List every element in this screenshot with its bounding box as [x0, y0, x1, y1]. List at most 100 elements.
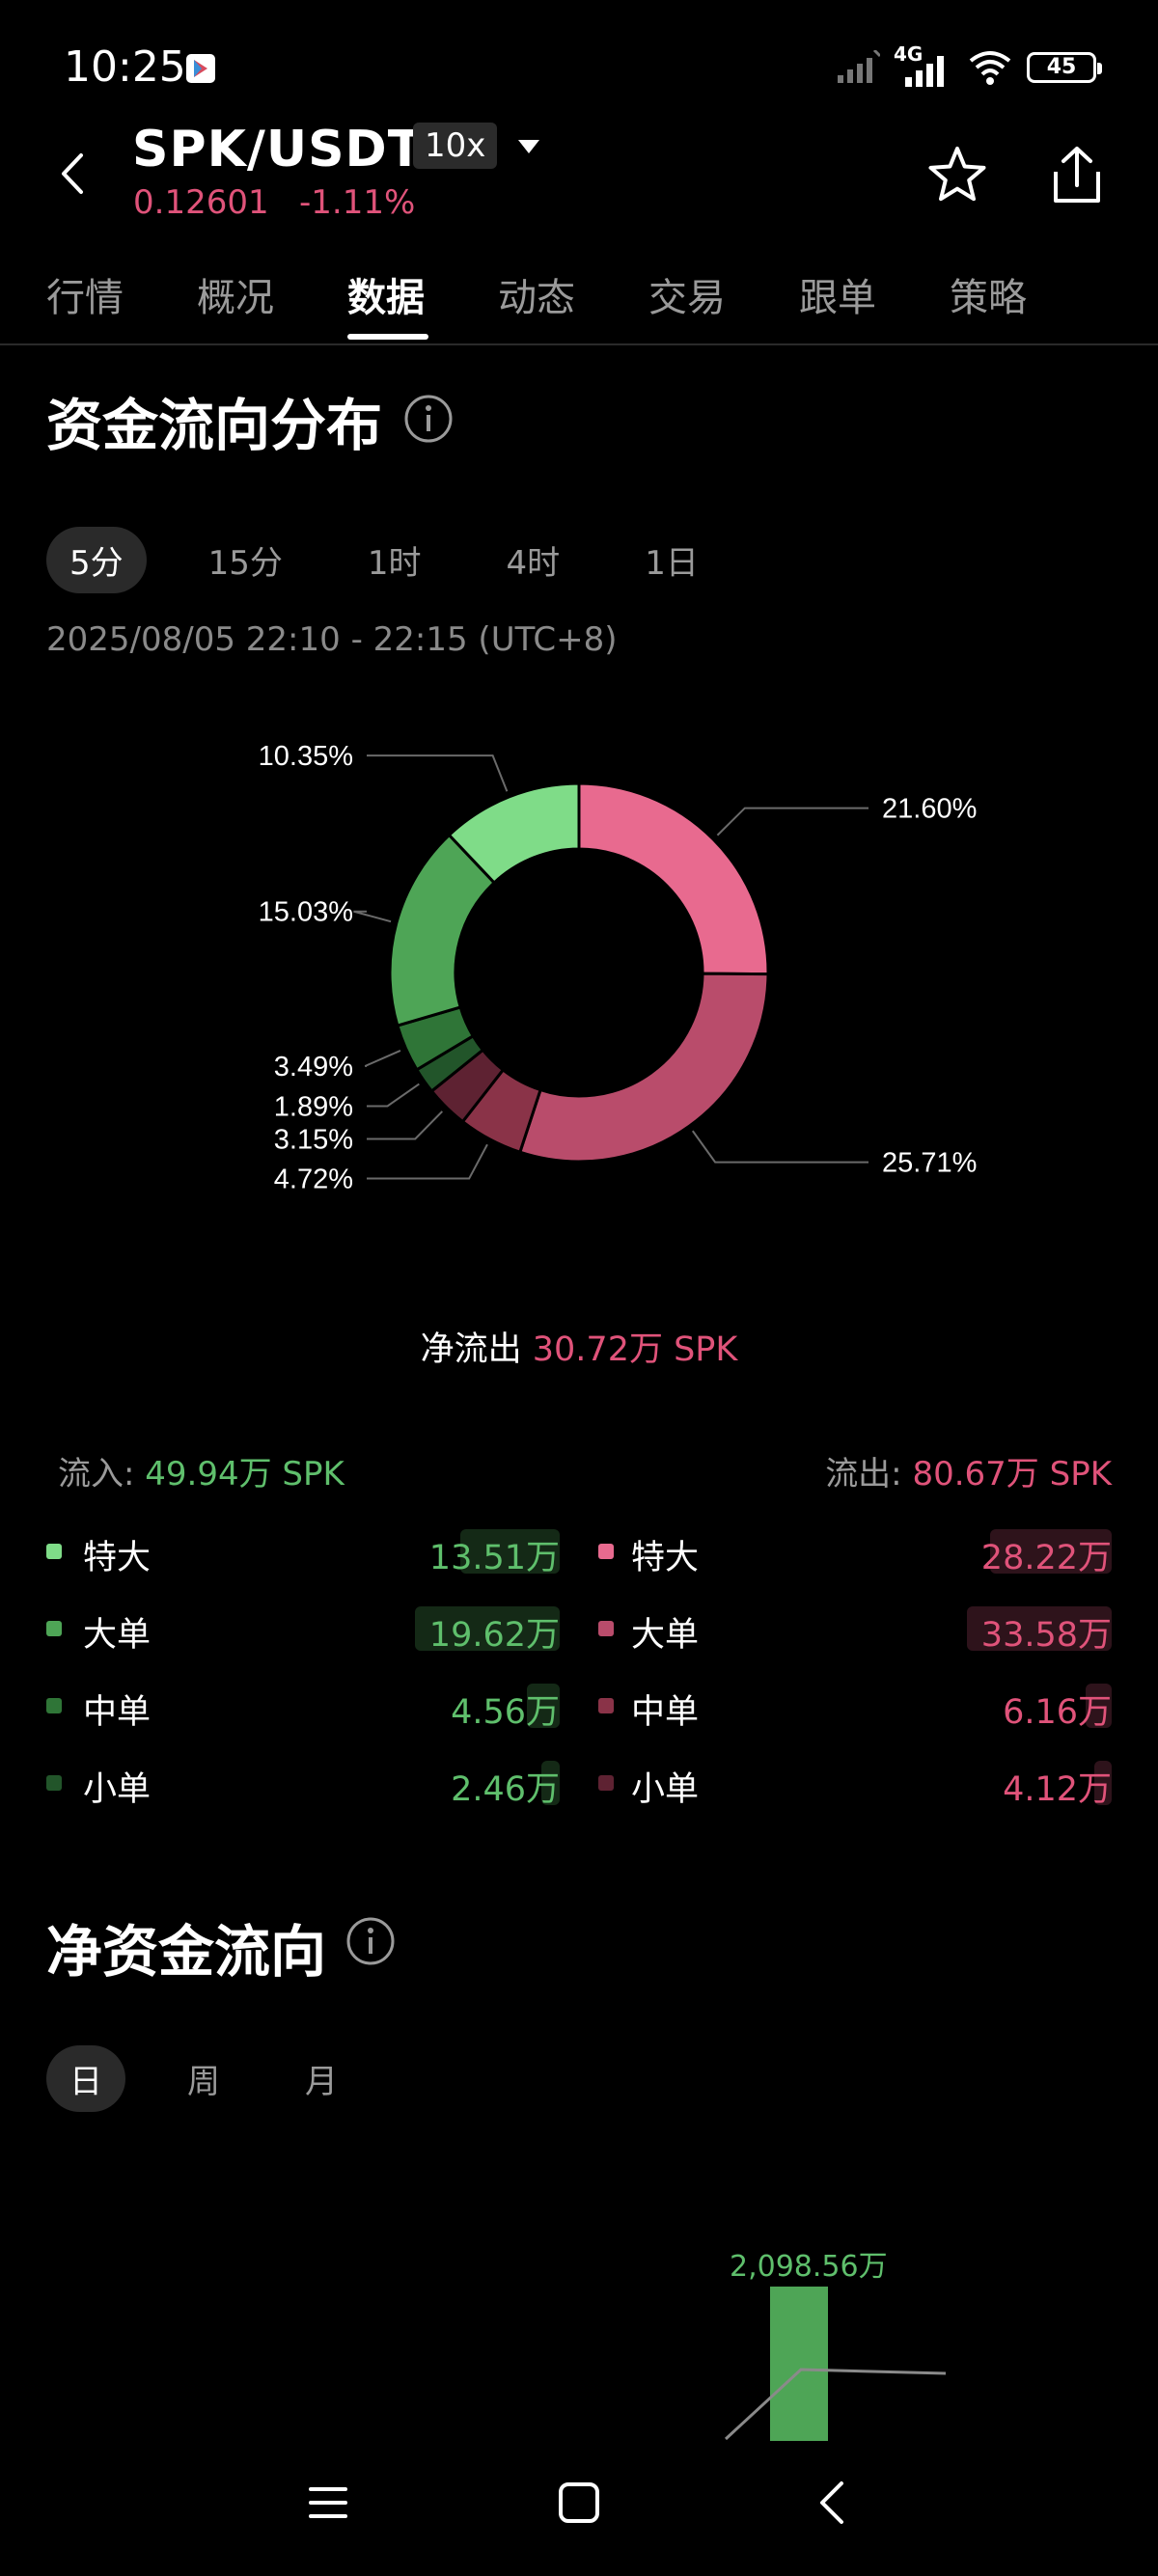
outflow-row-medium: 中单 6.16万 [598, 1679, 1112, 1733]
caret-down-icon[interactable] [516, 138, 541, 155]
net-outflow-value: 30.72万 SPK [532, 1330, 738, 1369]
donut-slice[interactable] [447, 781, 581, 886]
outflow-bar [1086, 1684, 1112, 1728]
outflow-amount: 28.22万 [980, 1539, 1112, 1577]
donut-leader-line [364, 1050, 401, 1067]
tab-market[interactable]: 行情 [46, 276, 124, 320]
outflow-category: 小单 [631, 1770, 700, 1809]
outflow-dot [598, 1775, 614, 1791]
menu-icon[interactable] [307, 2483, 349, 2522]
donut-leader-line [367, 1082, 420, 1108]
inflow-row-xl: 特大 13.51万 [46, 1524, 560, 1578]
interval-15m[interactable]: 15分 [207, 544, 283, 583]
inflow-bar [526, 1684, 560, 1728]
interval-selector: 5分 15分 1时 4时 1日 [46, 527, 722, 593]
inflow-dot [46, 1698, 62, 1713]
donut-slice[interactable] [577, 781, 770, 976]
inflow-label: 流入: [58, 1455, 135, 1494]
net-flow-chart [724, 2287, 947, 2441]
outflow-dot [598, 1698, 614, 1713]
tab-strategy[interactable]: 策略 [950, 276, 1027, 320]
inflow-row-small: 小单 2.46万 [46, 1756, 560, 1810]
outflow-bar [967, 1606, 1112, 1651]
info-icon[interactable] [345, 1916, 396, 1966]
period-month[interactable]: 月 [305, 2063, 338, 2101]
donut-percent-label: 3.49% [274, 1052, 353, 1082]
play-store-icon [186, 54, 215, 83]
period-week[interactable]: 周 [187, 2063, 220, 2101]
system-icons: 4G 45 [836, 42, 1102, 87]
donut-leader-line [367, 1143, 488, 1180]
price-change: -1.11% [299, 183, 416, 222]
outflow-amount: 6.16万 [1003, 1693, 1112, 1732]
outflow-amount: 4.12万 [1003, 1770, 1112, 1809]
donut-percent-label: 25.71% [882, 1148, 977, 1179]
header: SPK/USDT 10x 0.12601 -1.11% [0, 111, 1158, 227]
tab-overview[interactable]: 概况 [197, 276, 274, 320]
outflow-dot [598, 1621, 614, 1636]
period-selector: 日 周 月 [46, 2045, 361, 2112]
home-icon[interactable] [558, 2481, 600, 2524]
tab-trade[interactable]: 交易 [648, 276, 726, 320]
back-icon[interactable] [60, 151, 85, 196]
interval-1d[interactable]: 1日 [645, 544, 699, 583]
inflow-category: 中单 [83, 1693, 152, 1732]
net-outflow-label: 净流出 [420, 1330, 522, 1369]
tab-copy-trading[interactable]: 跟单 [799, 276, 876, 320]
inflow-category: 小单 [83, 1770, 152, 1809]
info-icon[interactable] [403, 394, 454, 444]
donut-percent-label: 15.03% [259, 897, 353, 928]
outflow-category: 特大 [631, 1539, 700, 1577]
battery-icon: 45 [1027, 52, 1102, 83]
interval-1h[interactable]: 1时 [367, 544, 422, 583]
inflow-dot [46, 1621, 62, 1636]
inflow-total: 49.94万 SPK [145, 1455, 345, 1494]
inflow-dot [46, 1544, 62, 1559]
cellular-4g-icon: 4G [894, 42, 953, 87]
donut-percent-label: 4.72% [274, 1165, 353, 1195]
inflow-bar [415, 1606, 560, 1651]
pair-title[interactable]: SPK/USDT [132, 121, 424, 178]
donut-leader-line [367, 1110, 444, 1140]
tab-news[interactable]: 动态 [498, 276, 575, 320]
donut-leader-line [691, 1130, 868, 1164]
inflow-amount: 2.46万 [451, 1770, 560, 1809]
wifi-icon [969, 51, 1011, 85]
nav-back-icon[interactable] [816, 2480, 845, 2526]
net-flow-line [724, 2368, 947, 2441]
outflow-total: 80.67万 SPK [912, 1455, 1112, 1494]
outflow-label: 流出: [825, 1455, 902, 1494]
leverage-badge[interactable]: 10x [413, 123, 498, 169]
donut-percent-label: 1.89% [274, 1091, 353, 1122]
net-flow-bar-label: 2,098.56万 [730, 2250, 888, 2284]
donut-slice[interactable] [517, 972, 770, 1164]
fund-flow-title: 资金流向分布 [46, 393, 383, 458]
inflow-amount: 4.56万 [451, 1693, 560, 1732]
interval-4h[interactable]: 4时 [506, 544, 561, 583]
outflow-category: 大单 [631, 1616, 700, 1655]
tab-bar: 行情 概况 数据 动态 交易 跟单 策略 [0, 260, 1158, 345]
tab-data[interactable]: 数据 [347, 276, 425, 320]
outflow-bar [990, 1529, 1112, 1574]
inflow-row-large: 大单 19.62万 [46, 1602, 560, 1656]
donut-percent-label: 21.60% [882, 794, 977, 825]
interval-5m[interactable]: 5分 [46, 527, 147, 593]
outflow-summary: 流出: 80.67万 SPK [825, 1447, 1112, 1494]
donut-percent-label: 10.35% [259, 741, 353, 772]
system-nav-bar [0, 2451, 1158, 2566]
outflow-category: 中单 [631, 1693, 700, 1732]
network-type: 4G [894, 42, 924, 66]
outflow-dot [598, 1544, 614, 1559]
fund-flow-donut-chart: 21.60% 25.71% 4.72% 3.15%1.89% 3.49% 15.03% 10… [259, 741, 978, 1195]
inflow-bar [540, 1761, 560, 1805]
donut-percent-label: 3.15% [274, 1124, 353, 1155]
inflow-summary: 流入: 49.94万 SPK [58, 1447, 345, 1494]
period-day[interactable]: 日 [46, 2045, 125, 2112]
outflow-row-large: 大单 33.58万 [598, 1602, 1112, 1656]
inflow-dot [46, 1775, 62, 1791]
last-price: 0.12601 [133, 183, 269, 222]
star-icon[interactable] [926, 145, 988, 205]
outflow-amount: 33.58万 [980, 1616, 1112, 1655]
inflow-category: 特大 [83, 1539, 152, 1577]
share-icon[interactable] [1050, 145, 1104, 205]
